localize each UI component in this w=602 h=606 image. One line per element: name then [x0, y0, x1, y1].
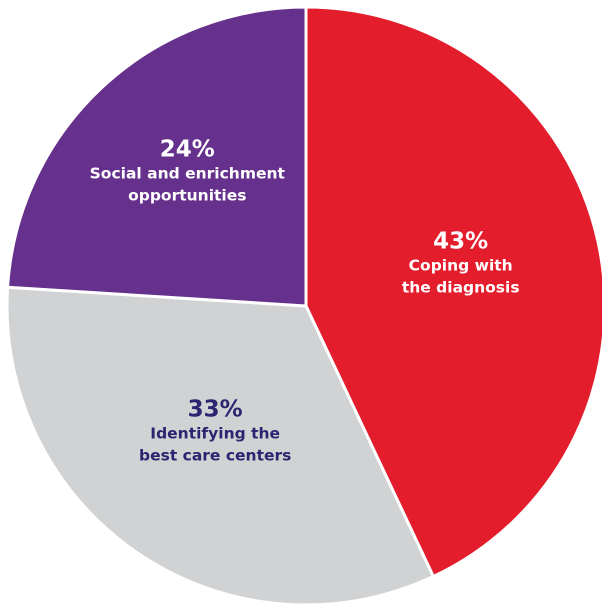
slice-percent-social: 24%	[160, 137, 215, 163]
pie-labels: 43% Coping with the diagnosis 33% Identifyin…	[90, 137, 520, 465]
slice-label-social-line-2: opportunities	[128, 187, 246, 205]
slice-label-social-line-1: Social and enrichment	[90, 165, 286, 183]
pie-slices	[5, 5, 602, 606]
pie-slice-care-centers	[5, 285, 435, 606]
pie-slice-social	[6, 5, 308, 308]
slice-label-coping-line-1: Coping with	[409, 256, 513, 274]
slice-label-care-centers-line-2: best care centers	[139, 447, 291, 465]
slice-percent-coping: 43%	[433, 228, 488, 254]
slice-label-coping-line-2: the diagnosis	[402, 278, 520, 296]
slice-percent-care-centers: 33%	[188, 397, 243, 423]
pie-slice-coping	[304, 5, 602, 579]
slice-label-care-centers-line-1: Identifying the	[150, 425, 280, 443]
